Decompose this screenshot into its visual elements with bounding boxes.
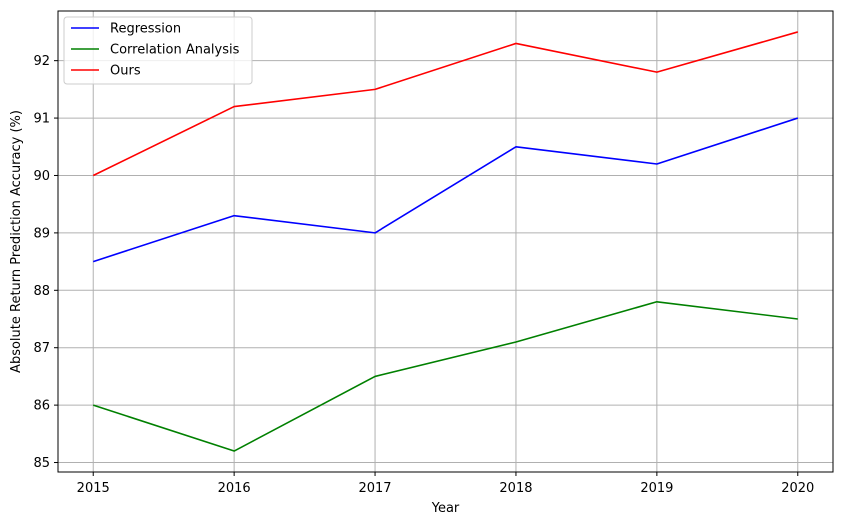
grid bbox=[58, 11, 833, 472]
y-tick-label: 87 bbox=[33, 341, 50, 356]
series-lines bbox=[92, 31, 799, 452]
legend: Regression Correlation Analysis Ours bbox=[63, 16, 253, 85]
y-tick-label: 89 bbox=[33, 226, 50, 241]
y-tick-label: 86 bbox=[33, 399, 50, 414]
x-axis-ticks: 2015 2016 2017 2018 2019 2020 bbox=[77, 472, 814, 496]
y-axis-label: Absolute Return Prediction Accuracy (%) bbox=[9, 110, 24, 373]
legend-label: Correlation Analysis bbox=[110, 43, 240, 58]
x-tick-label: 2020 bbox=[781, 481, 814, 496]
x-tick-label: 2019 bbox=[640, 481, 673, 496]
x-tick-label: 2018 bbox=[499, 481, 532, 496]
x-tick-label: 2016 bbox=[218, 481, 251, 496]
legend-box bbox=[63, 16, 253, 85]
series-line-regression bbox=[92, 117, 799, 263]
y-tick-label: 90 bbox=[33, 169, 50, 184]
x-tick-label: 2017 bbox=[358, 481, 391, 496]
series-line-ours bbox=[92, 31, 798, 177]
y-axis-ticks: 85 86 87 88 89 90 91 92 bbox=[33, 54, 58, 471]
series-line-correlation-analysis bbox=[92, 300, 798, 452]
y-tick-label: 91 bbox=[33, 112, 50, 127]
x-axis-label: Year bbox=[431, 501, 460, 516]
x-tick-label: 2015 bbox=[77, 481, 110, 496]
y-tick-label: 92 bbox=[33, 54, 50, 69]
plot-area-frame bbox=[57, 10, 834, 473]
legend-label: Ours bbox=[110, 64, 141, 79]
y-tick-label: 88 bbox=[33, 284, 50, 299]
y-tick-label: 85 bbox=[33, 456, 50, 471]
legend-label: Regression bbox=[110, 22, 181, 37]
